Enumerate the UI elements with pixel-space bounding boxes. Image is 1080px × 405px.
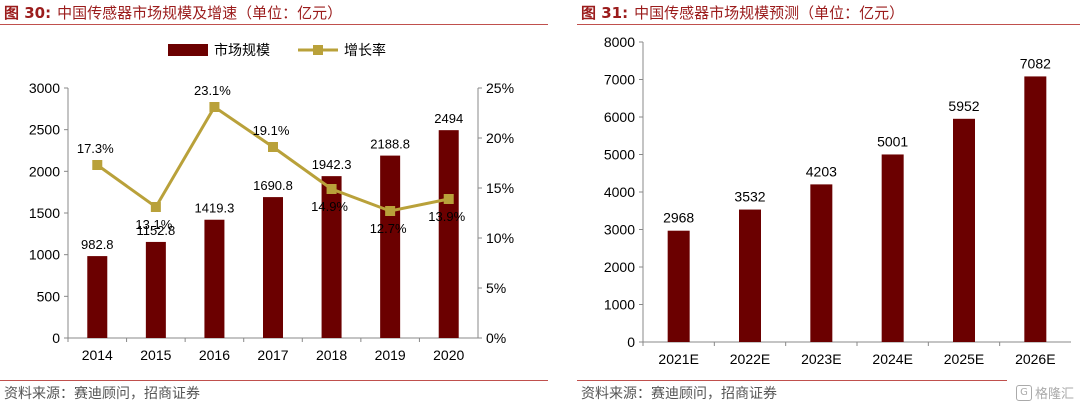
growth-point bbox=[92, 160, 103, 170]
bar bbox=[1024, 76, 1047, 343]
growth-data-label: 14.9% bbox=[311, 199, 348, 214]
bar bbox=[380, 155, 401, 338]
legend-label: 增长率 bbox=[344, 42, 386, 58]
bar bbox=[263, 197, 283, 338]
y-tick-label: 5000 bbox=[604, 147, 635, 163]
y-tick-label: 2000 bbox=[29, 163, 60, 179]
market-size-growth-chart: 0 500 1000 1500 2000 2500 3000 0% 5% 10% 15% 20% 25%… bbox=[29, 42, 514, 363]
x-tick-label: 2019 bbox=[375, 347, 406, 363]
bar bbox=[438, 130, 459, 338]
x-tick-label: 2026E bbox=[1015, 351, 1055, 367]
growth-point bbox=[268, 142, 278, 152]
source-rule bbox=[0, 380, 548, 381]
bar bbox=[881, 154, 904, 342]
growth-point bbox=[150, 202, 161, 212]
growth-point bbox=[443, 194, 454, 204]
watermark-text: 格隆汇 bbox=[1034, 387, 1074, 402]
bar-data-label: 1152.8 bbox=[136, 223, 175, 238]
bar-data-label: 2968 bbox=[663, 210, 694, 226]
left-figure-panel: 图 30: 中国传感器市场规模及增速（单位：亿元） 0 500 1000 1500 200… bbox=[0, 2, 548, 402]
x-tick-label: 2017 bbox=[257, 347, 288, 363]
y-tick-label: 3000 bbox=[604, 222, 635, 238]
bar bbox=[953, 118, 975, 342]
y2-tick-label: 5% bbox=[486, 280, 506, 296]
y-tick-label: 1500 bbox=[29, 205, 60, 221]
growth-data-label: 13.1% bbox=[135, 217, 172, 232]
y-tick-label: 1000 bbox=[29, 247, 60, 263]
bar bbox=[321, 176, 342, 338]
bar-data-label: 5001 bbox=[877, 133, 908, 149]
figure-title-text: 中国传感器市场规模预测（单位：亿元） bbox=[634, 4, 905, 22]
y-tick-label: 500 bbox=[37, 288, 61, 304]
bar-data-label: 1942.3 bbox=[312, 157, 352, 172]
growth-data-label: 13.9% bbox=[428, 209, 465, 224]
figure-number: 图 31: bbox=[581, 4, 629, 22]
y-tick-label: 4000 bbox=[604, 184, 635, 200]
growth-point bbox=[385, 206, 396, 216]
bar bbox=[667, 230, 690, 342]
bar-data-label: 2188.8 bbox=[370, 137, 410, 152]
x-tick-label: 2018 bbox=[316, 347, 347, 363]
x-tick-label: 2024E bbox=[872, 351, 912, 367]
market-size-forecast-chart: 0 1000 2000 3000 4000 5000 6000 7000 8000 2021E 29… bbox=[604, 34, 1071, 367]
figure-30-title: 图 30: 中国传感器市场规模及增速（单位：亿元） bbox=[4, 2, 342, 23]
title-rule bbox=[0, 24, 548, 25]
y2-tick-label: 0% bbox=[486, 330, 506, 346]
legend-label: 市场规模 bbox=[214, 42, 270, 58]
bar-data-label: 7082 bbox=[1020, 55, 1051, 71]
source-rule bbox=[577, 380, 1007, 381]
x-tick-label: 2014 bbox=[82, 347, 113, 363]
watermark-logo-icon: G bbox=[1015, 384, 1032, 401]
source-note: 资料来源：赛迪顾问，招商证券 bbox=[581, 386, 777, 402]
growth-data-label: 12.7% bbox=[370, 221, 407, 236]
y2-tick-label: 10% bbox=[486, 230, 514, 246]
y2-tick-label: 15% bbox=[486, 180, 514, 196]
x-tick-label: 2015 bbox=[140, 347, 171, 363]
y-tick-label: 0 bbox=[627, 334, 635, 350]
bar-data-label: 982.8 bbox=[81, 237, 114, 252]
right-figure-panel: 图 31: 中国传感器市场规模预测（单位：亿元） 0 1000 2000 3000 400… bbox=[577, 0, 1080, 405]
bar-data-label: 3532 bbox=[734, 189, 765, 205]
bar bbox=[145, 241, 166, 338]
bar-data-label: 5952 bbox=[948, 98, 979, 114]
watermark: G 格隆汇 bbox=[1015, 383, 1074, 402]
bar bbox=[87, 256, 108, 338]
bar-data-label: 1690.8 bbox=[253, 178, 293, 193]
y-tick-label: 2000 bbox=[604, 259, 635, 275]
bar bbox=[739, 209, 761, 342]
y-tick-label: 2500 bbox=[29, 122, 60, 138]
x-tick-label: 2016 bbox=[199, 347, 230, 363]
y-tick-label: 1000 bbox=[604, 297, 635, 313]
bar-data-label: 4203 bbox=[806, 163, 837, 179]
growth-data-label: 17.3% bbox=[77, 141, 114, 156]
y-tick-label: 3000 bbox=[29, 80, 60, 96]
figure-title-text: 中国传感器市场规模及增速（单位：亿元） bbox=[57, 4, 343, 22]
bar-data-label: 1419.3 bbox=[195, 201, 235, 216]
source-note: 资料来源：赛迪顾问，招商证券 bbox=[4, 386, 200, 402]
title-rule bbox=[577, 24, 1080, 25]
y-tick-label: 0 bbox=[52, 330, 60, 346]
x-tick-label: 2022E bbox=[730, 351, 770, 367]
legend-marker bbox=[313, 45, 323, 55]
bar bbox=[810, 184, 833, 342]
x-tick-label: 2023E bbox=[801, 351, 841, 367]
y-tick-label: 6000 bbox=[604, 109, 635, 125]
y-tick-label: 8000 bbox=[604, 34, 635, 50]
bar-data-label: 2494 bbox=[434, 111, 463, 126]
y-tick-label: 7000 bbox=[604, 72, 635, 88]
figure-31-title: 图 31: 中国传感器市场规模预测（单位：亿元） bbox=[581, 2, 904, 23]
x-tick-label: 2025E bbox=[944, 351, 984, 367]
growth-data-label: 23.1% bbox=[194, 83, 231, 98]
legend-swatch-bar bbox=[168, 44, 208, 56]
growth-point bbox=[209, 102, 220, 112]
growth-point bbox=[326, 184, 337, 194]
y2-tick-label: 20% bbox=[486, 130, 514, 146]
figure-number: 图 30: bbox=[4, 4, 52, 22]
x-tick-label: 2020 bbox=[433, 347, 464, 363]
x-tick-label: 2021E bbox=[658, 351, 698, 367]
bar bbox=[204, 219, 225, 338]
growth-data-label: 19.1% bbox=[253, 123, 290, 138]
y2-tick-label: 25% bbox=[486, 80, 514, 96]
